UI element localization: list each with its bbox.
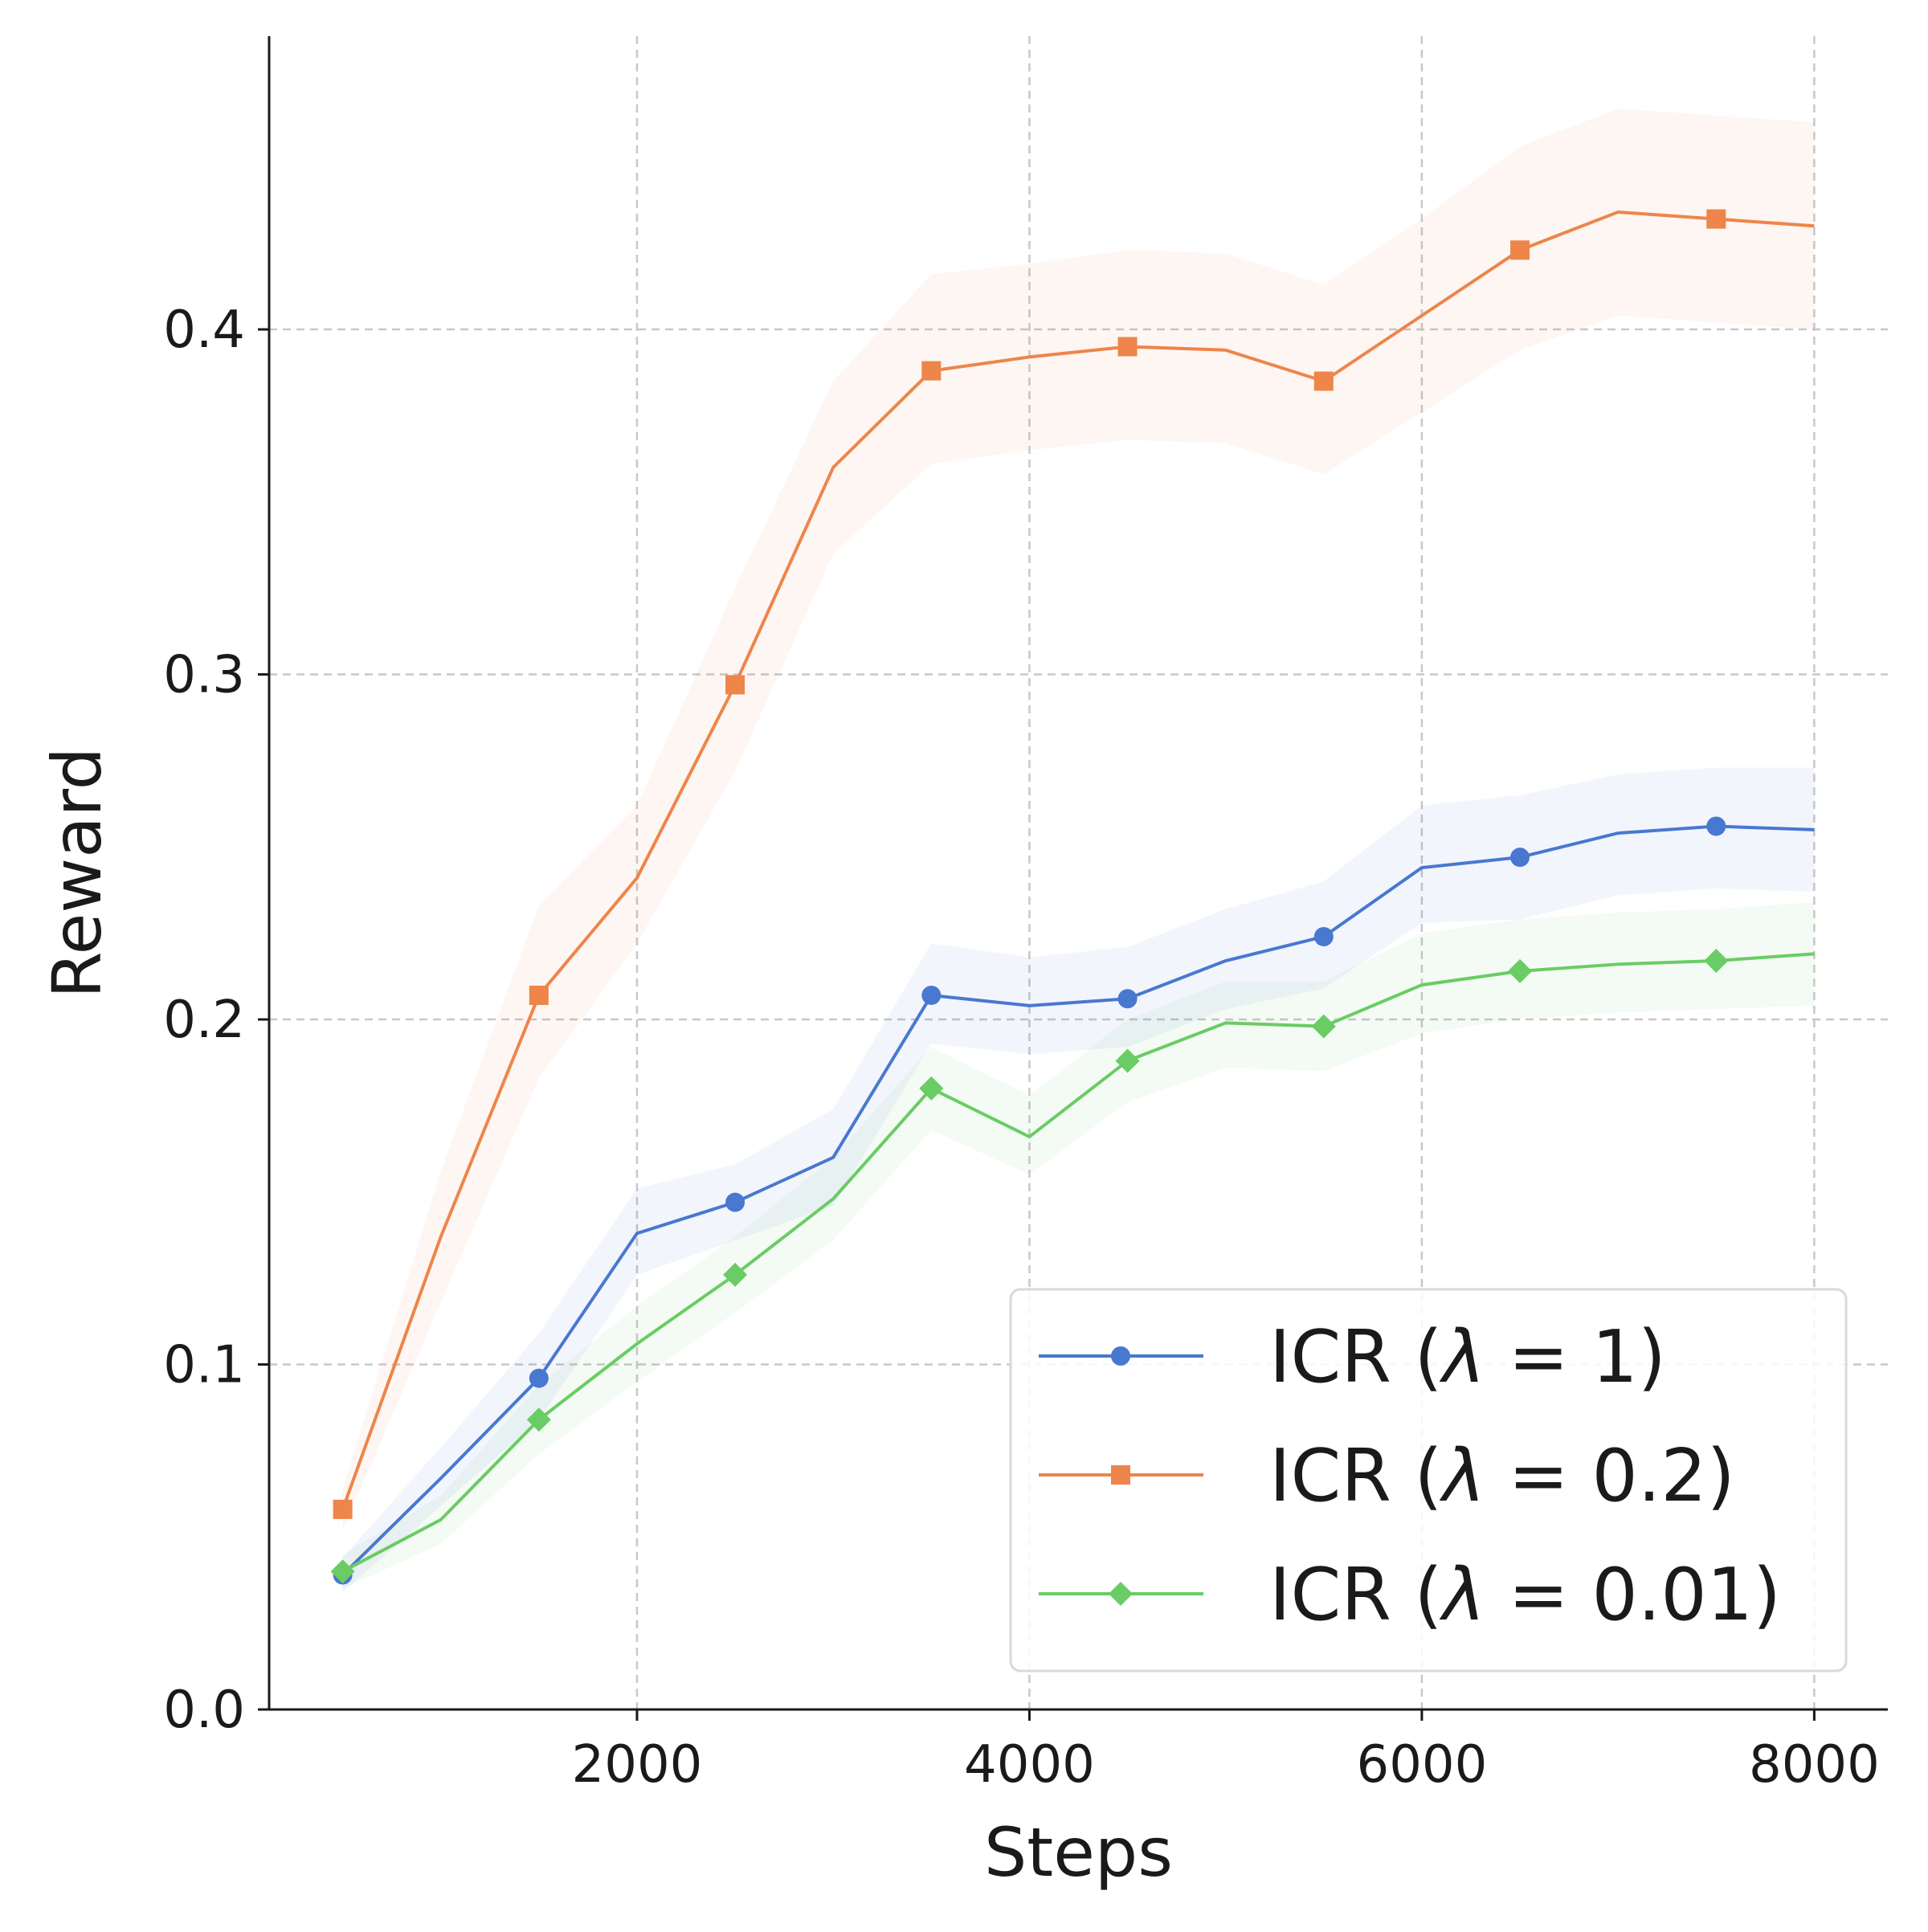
legend-box [1009,1288,1848,1673]
point-series-1-6 [921,361,942,381]
point-series-0-14 [1706,816,1726,836]
point-series-0-10 [1313,926,1334,946]
band-series-2 [342,902,1815,1589]
legend-label-2: ICR (λ = 0.01) [1269,1553,1781,1637]
legend-marker-1 [1111,1465,1130,1485]
x-tick-label-0: 2000 [572,1735,703,1795]
y-tick-label-4: 0.4 [163,300,245,360]
point-series-1-14 [1706,209,1726,229]
legend-label-1: ICR (λ = 0.2) [1269,1434,1735,1518]
line-series-1 [341,210,1815,1510]
x-tick-label-1: 4000 [964,1735,1095,1795]
point-series-2-10 [1311,1014,1336,1039]
point-series-1-0 [333,1499,353,1519]
point-series-2-0 [330,1559,355,1584]
series-lines [341,210,1815,1576]
x-axis-label: Steps [984,1813,1173,1892]
legend-entries: ICR (λ = 1) ICR (λ = 0.2) ICR (λ = 0.01) [1039,1315,1781,1637]
point-series-1-4 [725,675,745,695]
x-tick-label-2: 6000 [1356,1735,1487,1795]
point-series-2-6 [919,1076,944,1101]
y-tick-label-3: 0.3 [163,646,245,705]
point-series-0-6 [921,985,942,1005]
point-series-1-12 [1510,240,1530,260]
x-tick-label-3: 8000 [1749,1735,1880,1795]
point-series-0-8 [1117,989,1138,1009]
legend: ICR (λ = 1) ICR (λ = 0.2) ICR (λ = 0.01) [1009,1288,1848,1673]
point-series-2-8 [1115,1048,1140,1073]
band-series-0 [342,767,1815,1592]
point-series-2-14 [1704,949,1729,974]
confidence-bands [342,108,1815,1592]
band-series-1 [342,108,1815,1530]
point-series-2-4 [723,1262,748,1287]
point-series-0-4 [725,1192,745,1212]
y-axis-label: Reward [38,747,116,999]
point-series-1-8 [1117,337,1138,357]
ticks: 2000 4000 6000 8000 0.0 0.1 0.2 0.3 0.4 [163,300,1880,1795]
point-series-1-2 [529,985,549,1005]
legend-label-0: ICR (λ = 1) [1269,1315,1666,1399]
point-series-1-10 [1313,371,1334,391]
legend-marker-0 [1111,1346,1130,1366]
point-series-0-12 [1510,848,1530,868]
axes [268,36,1888,1711]
y-tick-label-1: 0.1 [163,1336,245,1395]
line-series-2 [341,952,1815,1573]
y-tick-label-2: 0.2 [163,991,245,1050]
series-markers [330,209,1729,1585]
line-series-0 [341,824,1815,1576]
point-series-2-12 [1508,958,1533,983]
y-tick-label-0: 0.0 [163,1681,245,1740]
point-series-0-2 [529,1368,549,1388]
point-series-2-2 [526,1407,551,1432]
legend-marker-2 [1109,1582,1133,1606]
